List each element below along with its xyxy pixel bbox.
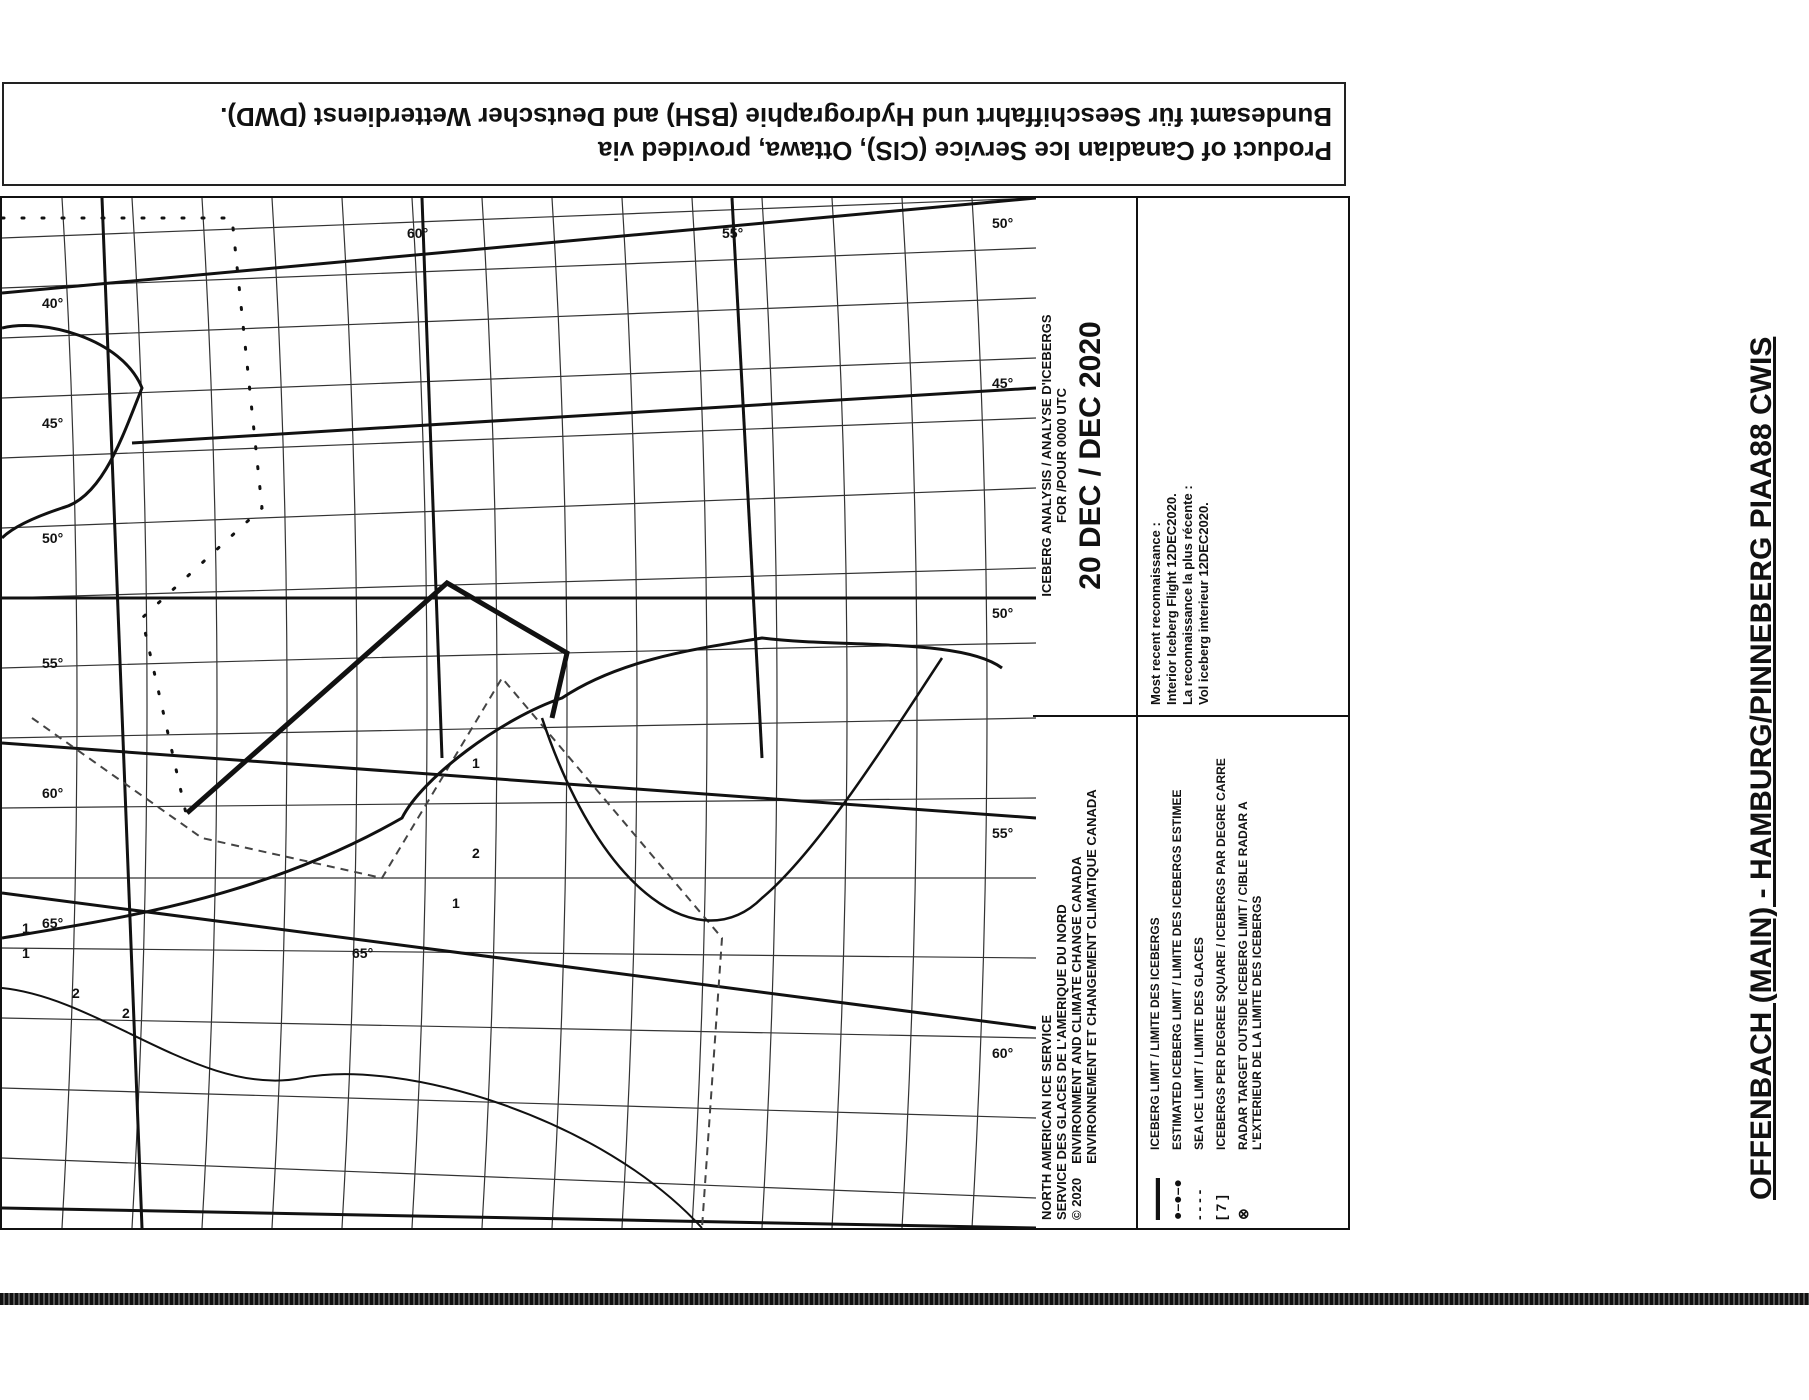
lon-label: 55° bbox=[722, 225, 743, 241]
recon-line: Vol iceberg interieur 12DEC2020. bbox=[1196, 502, 1211, 705]
lat-label: 45° bbox=[992, 375, 1013, 391]
dashed-line-icon: - - - - bbox=[1191, 1189, 1207, 1220]
iceberg-count: 2 bbox=[122, 1005, 130, 1021]
iceberg-map: 40° 45° 50° 55° 60° 65° 50° 45° 50° 55° … bbox=[0, 196, 1350, 1230]
fax-edge-band bbox=[0, 1293, 1809, 1305]
chart-date: 20 DEC / DEC 2020 bbox=[1074, 321, 1107, 590]
radar-target-icon: ⊗ bbox=[1235, 1208, 1251, 1220]
legend-lower-section: NORTH AMERICAN ICE SERVICE SERVICE DES G… bbox=[1033, 715, 1350, 1230]
lat-label: 60° bbox=[42, 785, 63, 801]
title-block: ICEBERG ANALYSIS / ANALYSE D'ICEBERGS FO… bbox=[1033, 196, 1138, 715]
greenland-coast bbox=[2, 324, 144, 540]
iceberg-count: 1 bbox=[452, 895, 460, 911]
newfoundland-coast bbox=[540, 657, 944, 922]
fax-header-title: OFFENBACH (MAIN) - HAMBURG/PINNEBERG PIA… bbox=[1745, 336, 1778, 1200]
agency-line: NORTH AMERICAN ICE SERVICE bbox=[1039, 1014, 1054, 1220]
estimated-iceberg-limit bbox=[2, 216, 264, 820]
iceberg-count: 1 bbox=[472, 755, 480, 771]
agency-block: NORTH AMERICAN ICE SERVICE SERVICE DES G… bbox=[1033, 717, 1138, 1230]
lat-label: 60° bbox=[992, 1045, 1013, 1061]
chart-subtitle: FOR /POUR 0000 UTC bbox=[1054, 387, 1069, 524]
legend-items: ▬▬▬ ICEBERG LIMIT / LIMITE DES ICEBERGS ●… bbox=[1138, 717, 1350, 1230]
lat-label: 50° bbox=[992, 215, 1013, 231]
agency-line: ENVIRONMENT AND CLIMATE CHANGE CANADA bbox=[1069, 856, 1084, 1164]
legend-item-estimated-limit: ●–●–● ESTIMATED ICEBERG LIMIT / LIMITE DE… bbox=[1169, 789, 1185, 1220]
lon-label: 65° bbox=[352, 945, 373, 961]
labrador-coast bbox=[2, 636, 1003, 940]
iceberg-count: 2 bbox=[472, 845, 480, 861]
solid-line-icon: ▬▬▬ bbox=[1147, 1178, 1163, 1220]
recon-line: La reconnaissance la plus récente : bbox=[1180, 485, 1195, 705]
lat-label: 45° bbox=[42, 415, 63, 431]
banner-line-1: Product of Canadian Ice Service (CIS), O… bbox=[598, 136, 1332, 166]
recon-block: Most recent reconnaissance : Interior Ic… bbox=[1138, 196, 1350, 715]
chart-title: ICEBERG ANALYSIS / ANALYSE D'ICEBERGS bbox=[1039, 314, 1054, 597]
source-banner: Product of Canadian Ice Service (CIS), O… bbox=[2, 82, 1346, 186]
agency-line: ENVIRONNEMENT ET CHANGEMENT CLIMATIQUE C… bbox=[1084, 789, 1099, 1164]
recon-line: Most recent reconnaissance : bbox=[1148, 522, 1163, 705]
lon-label: 60° bbox=[407, 225, 428, 241]
square-icon: [ 7 ] bbox=[1213, 1195, 1229, 1220]
banner-line-2: Bundesamt für Seeschiffahrt und Hydrogra… bbox=[220, 102, 1332, 132]
lat-label: 55° bbox=[992, 825, 1013, 841]
lat-label: 50° bbox=[42, 530, 63, 546]
legend-panel: NORTH AMERICAN ICE SERVICE SERVICE DES G… bbox=[1033, 196, 1350, 1230]
major-graticule bbox=[2, 198, 1036, 1228]
iceberg-count: 1 bbox=[22, 920, 30, 936]
graticule bbox=[2, 198, 1036, 1228]
legend-upper-section: ICEBERG ANALYSIS / ANALYSE D'ICEBERGS FO… bbox=[1033, 196, 1350, 715]
legend-item-per-degree-square: [ 7 ] ICEBERGS PER DEGREE SQUARE / ICEBER… bbox=[1213, 758, 1229, 1220]
coast-south bbox=[2, 987, 703, 1228]
lat-label: 50° bbox=[992, 605, 1013, 621]
recon-line: Interior Iceberg Flight 12DEC2020. bbox=[1164, 493, 1179, 705]
agency-line: SERVICE DES GLACES DE L'AMERIQUE DU NORD bbox=[1054, 904, 1069, 1220]
legend-item-iceberg-limit: ▬▬▬ ICEBERG LIMIT / LIMITE DES ICEBERGS bbox=[1147, 917, 1163, 1220]
legend-item-sea-ice-limit: - - - - SEA ICE LIMIT / LIMITE DES GLACES bbox=[1191, 937, 1207, 1220]
lat-label: 55° bbox=[42, 655, 63, 671]
sea-ice-limit bbox=[31, 676, 724, 1228]
dot-line-icon: ●–●–● bbox=[1169, 1179, 1185, 1220]
iceberg-limit bbox=[185, 579, 570, 815]
legend-item-radar-target: ⊗ RADAR TARGET OUTSIDE ICEBERG LIMIT / CI… bbox=[1235, 801, 1264, 1220]
lat-label: 40° bbox=[42, 295, 63, 311]
iceberg-count: 1 bbox=[22, 945, 30, 961]
iceberg-count: 2 bbox=[72, 985, 80, 1001]
copyright: © 2020 bbox=[1069, 1177, 1084, 1220]
lat-label: 65° bbox=[42, 915, 63, 931]
map-graphic: 40° 45° 50° 55° 60° 65° 50° 45° 50° 55° … bbox=[2, 198, 1036, 1228]
